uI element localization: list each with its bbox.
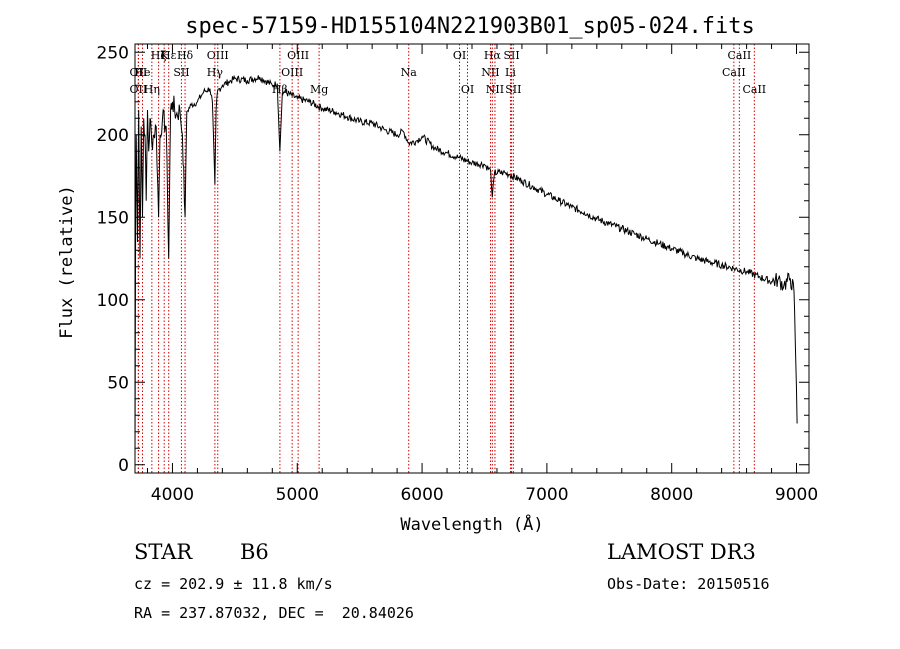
x-tick-label: 7000 <box>525 485 568 505</box>
spectral-line-label: CaII <box>742 83 766 96</box>
x-tick-label: 6000 <box>400 485 443 505</box>
spectral-line-label: Mg <box>310 83 328 96</box>
axis-ticks: 4000 5000 6000 7000 8000 9000 0 50 100 150 200 250 <box>97 43 819 505</box>
spectral-line-label: Hα <box>484 49 502 62</box>
spectral-line-label: Hη <box>144 83 160 96</box>
plot-frame <box>134 43 810 474</box>
spectral-line-label: Hδ <box>177 49 194 62</box>
spectral-line-label: Hζ <box>151 49 167 62</box>
spectral-line-label: Hγ <box>207 66 224 79</box>
spectral-line-label: Li <box>505 66 516 79</box>
ra-dec-coordinates: RA = 237.87032, DEC = 20.84026 <box>134 604 414 622</box>
y-tick-label: 250 <box>97 43 129 63</box>
spectral-line-label: OII <box>130 83 148 96</box>
spectral-line-label: OIII <box>207 49 229 62</box>
x-tick-label: 9000 <box>775 485 818 505</box>
y-tick-label: 0 <box>118 456 129 476</box>
spectral-line-label: NII <box>486 83 504 96</box>
observation-date: Obs-Date: 20150516 <box>607 575 770 593</box>
x-axis-label: Wavelength (Å) <box>400 513 543 535</box>
survey-name: LAMOST DR3 <box>607 540 756 564</box>
object-subclass: B6 <box>240 540 269 564</box>
y-axis-label: Flux (relative) <box>57 185 77 339</box>
chart-title: spec-57159-HD155104N221903B01_sp05-024.f… <box>185 14 755 39</box>
spectral-line-label: SII <box>503 49 519 62</box>
spectral-line-label: OI <box>453 49 466 62</box>
spectral-line-label: SII <box>173 66 189 79</box>
spectral-line-label: OI <box>461 83 474 96</box>
spectral-line-label: K <box>160 49 169 62</box>
y-tick-label: 150 <box>97 208 129 228</box>
spectral-line-label: SII <box>505 83 521 96</box>
object-class: STAR <box>134 540 193 564</box>
spectral-line-label: He <box>134 66 150 79</box>
spectral-line-label: OIII <box>281 66 303 79</box>
x-tick-label: 8000 <box>650 485 693 505</box>
spectral-line-label: OIII <box>287 49 309 62</box>
spectral-line-label: CaII <box>722 66 746 79</box>
x-tick-label: 4000 <box>151 485 194 505</box>
spectral-line-label: CaII <box>728 49 752 62</box>
spectral-line-label: Na <box>401 66 418 79</box>
y-tick-label: 50 <box>107 373 129 393</box>
flux-series-line <box>134 74 798 457</box>
spectral-line-label: NII <box>481 66 499 79</box>
x-tick-label: 5000 <box>276 485 319 505</box>
redshift-cz: cz = 202.9 ± 11.8 km/s <box>134 575 333 593</box>
y-tick-label: 200 <box>97 126 129 146</box>
y-tick-label: 100 <box>97 291 129 311</box>
